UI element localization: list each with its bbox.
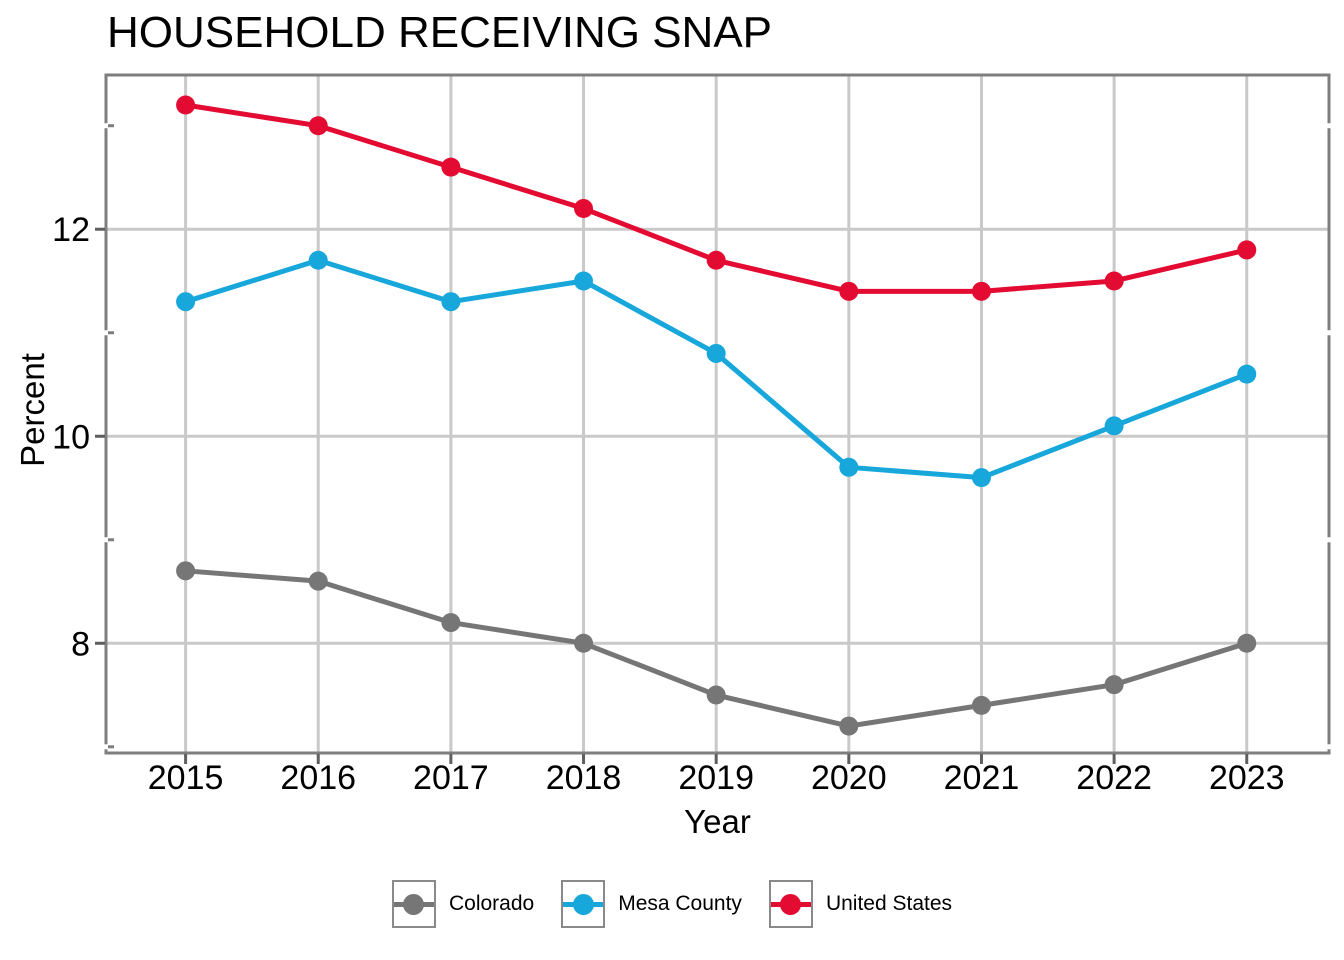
y-axis-label: Percent: [14, 353, 51, 467]
data-point-mesa-county-2016: [308, 250, 328, 270]
legend-key-colorado: [391, 880, 436, 928]
data-point-mesa-county-2018: [574, 271, 594, 291]
data-point-united-states-2022: [1104, 271, 1124, 291]
data-point-colorado-2016: [308, 571, 328, 591]
data-point-colorado-2017: [441, 613, 461, 633]
x-tick-label: 2023: [1209, 759, 1285, 797]
data-point-united-states-2017: [441, 157, 461, 177]
x-tick-label: 2019: [678, 759, 754, 797]
minor-tick-notch-left: [104, 330, 108, 336]
data-point-mesa-county-2017: [441, 292, 461, 312]
x-tick-label: 2021: [944, 759, 1020, 797]
x-tick-label: 2016: [280, 759, 356, 797]
data-point-united-states-2018: [574, 199, 594, 219]
data-point-mesa-county-2020: [839, 457, 859, 477]
y-tick-label: 8: [71, 625, 90, 663]
x-tick-label: 2017: [413, 759, 489, 797]
x-tick-label: 2018: [546, 759, 622, 797]
legend-label-united-states: United States: [825, 892, 953, 915]
minor-tick-notch-right: [1327, 123, 1331, 129]
x-tick-label: 2020: [811, 759, 887, 797]
minor-tick-notch-right: [1327, 744, 1331, 750]
minor-tick-notch-right: [1327, 330, 1331, 336]
legend-label-colorado: Colorado: [448, 892, 535, 915]
y-tick-label: 12: [52, 211, 90, 249]
x-tick-label: 2015: [148, 759, 224, 797]
data-point-mesa-county-2015: [176, 292, 196, 312]
data-point-colorado-2021: [971, 695, 991, 715]
legend-dot-icon: [572, 893, 594, 915]
data-point-colorado-2020: [839, 716, 859, 736]
legend-label-mesa-county: Mesa County: [618, 892, 742, 915]
data-point-colorado-2022: [1104, 675, 1124, 695]
data-point-united-states-2020: [839, 281, 859, 301]
data-point-united-states-2019: [706, 250, 726, 270]
panel-border: [104, 73, 1331, 755]
x-axis-label: Year: [684, 803, 751, 840]
legend-dot-icon: [403, 893, 425, 915]
legend-item-colorado: Colorado: [391, 880, 535, 928]
data-point-mesa-county-2019: [706, 343, 726, 363]
minor-tick-notch-left: [104, 744, 108, 750]
data-point-united-states-2023: [1237, 240, 1257, 260]
data-point-mesa-county-2021: [971, 468, 991, 488]
data-point-colorado-2018: [574, 633, 594, 653]
minor-tick-notch-left: [104, 123, 108, 129]
minor-tick-notch-left: [104, 537, 108, 543]
legend-item-mesa-county: Mesa County: [561, 880, 742, 928]
data-point-mesa-county-2023: [1237, 364, 1257, 384]
y-tick-label: 10: [52, 418, 90, 456]
minor-tick-notch-right: [1327, 537, 1331, 543]
data-point-mesa-county-2022: [1104, 416, 1124, 436]
legend-item-united-states: United States: [768, 880, 953, 928]
legend-dot-icon: [780, 893, 802, 915]
chart-legend: Colorado Mesa County United States: [0, 880, 1344, 928]
legend-key-mesa-county: [561, 880, 606, 928]
x-tick-label: 2022: [1076, 759, 1152, 797]
data-point-united-states-2016: [308, 116, 328, 136]
data-point-colorado-2023: [1237, 633, 1257, 653]
chart-title: HOUSEHOLD RECEIVING SNAP: [107, 8, 773, 57]
legend-key-united-states: [768, 880, 813, 928]
data-point-colorado-2019: [706, 685, 726, 705]
data-point-colorado-2015: [176, 561, 196, 581]
data-point-united-states-2021: [971, 281, 991, 301]
data-point-united-states-2015: [176, 95, 196, 115]
